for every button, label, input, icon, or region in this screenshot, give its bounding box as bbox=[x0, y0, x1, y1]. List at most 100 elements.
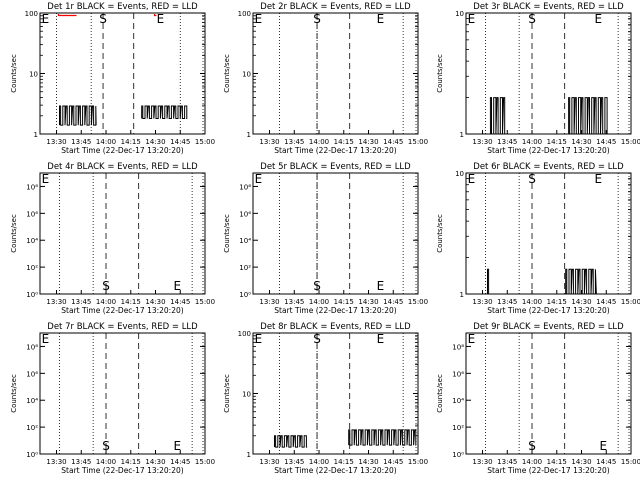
end-marker-label: E bbox=[595, 172, 603, 186]
x-tick-label: 14:45 bbox=[596, 458, 616, 466]
x-tick-label: 15:00 bbox=[195, 298, 215, 306]
x-tick-label: 14:00 bbox=[309, 138, 329, 146]
x-tick-label: 14:45 bbox=[170, 298, 190, 306]
x-tick-label: 14:15 bbox=[334, 298, 354, 306]
y-axis-label: Counts/sec bbox=[223, 54, 231, 93]
y-axis-label: Counts/sec bbox=[436, 214, 444, 253]
x-tick-label: 15:00 bbox=[408, 138, 428, 146]
end-marker-label: E bbox=[377, 332, 385, 346]
x-axis-label: Start Time (22-Dec-17 13:20:20) bbox=[487, 306, 609, 315]
y-axis-label: Counts/sec bbox=[10, 214, 18, 253]
begin-marker-label: E bbox=[255, 12, 263, 26]
end-marker-label: E bbox=[595, 12, 603, 26]
start-marker-label: S bbox=[99, 12, 107, 26]
y-tick-label: 10⁸ bbox=[239, 183, 251, 191]
x-tick-label: 14:00 bbox=[96, 458, 116, 466]
start-marker-label: S bbox=[102, 279, 110, 293]
x-tick-label: 13:30 bbox=[472, 298, 492, 306]
begin-marker-label: E bbox=[255, 172, 263, 186]
events-series-line bbox=[273, 435, 308, 448]
y-tick-label: 100 bbox=[238, 330, 251, 338]
lld-series-line bbox=[57, 13, 77, 17]
y-axis-label: Counts/sec bbox=[10, 54, 18, 93]
x-tick-label: 14:45 bbox=[170, 458, 190, 466]
events-series-line bbox=[565, 268, 597, 295]
y-tick-label: 1 bbox=[247, 451, 251, 459]
start-marker-label: S bbox=[313, 279, 321, 293]
x-tick-label: 14:45 bbox=[383, 458, 403, 466]
x-axis-label: Start Time (22-Dec-17 13:20:20) bbox=[274, 146, 396, 155]
end-marker-label: E bbox=[377, 12, 385, 26]
y-tick-label: 1 bbox=[247, 131, 251, 139]
x-tick-label: 14:45 bbox=[383, 138, 403, 146]
x-tick-label: 15:00 bbox=[621, 458, 640, 466]
y-tick-label: 10⁸ bbox=[26, 343, 38, 351]
x-axis-label: Start Time (22-Dec-17 13:20:20) bbox=[274, 466, 396, 475]
x-tick-label: 14:30 bbox=[358, 458, 378, 466]
x-tick-label: 15:00 bbox=[621, 298, 640, 306]
begin-marker-label: E bbox=[42, 332, 50, 346]
x-tick-label: 14:30 bbox=[358, 298, 378, 306]
end-marker-label: E bbox=[173, 439, 181, 453]
x-tick-label: 14:30 bbox=[571, 458, 591, 466]
events-series-line bbox=[348, 429, 417, 446]
y-tick-label: 10 bbox=[242, 71, 251, 79]
x-tick-label: 14:15 bbox=[121, 138, 141, 146]
x-tick-label: 14:30 bbox=[145, 138, 165, 146]
x-tick-label: 14:00 bbox=[522, 298, 542, 306]
y-tick-label: 10⁰ bbox=[452, 451, 464, 459]
x-tick-label: 14:00 bbox=[96, 298, 116, 306]
x-tick-label: 13:30 bbox=[46, 138, 66, 146]
x-tick-label: 14:45 bbox=[170, 138, 190, 146]
start-marker-label: S bbox=[528, 172, 536, 186]
y-tick-label: 100 bbox=[238, 10, 251, 18]
y-tick-label: 10 bbox=[455, 170, 464, 178]
y-tick-label: 10² bbox=[26, 264, 38, 272]
end-marker-label: E bbox=[157, 12, 165, 26]
y-tick-label: 10⁶ bbox=[239, 210, 251, 218]
plot-frame bbox=[465, 12, 632, 135]
y-axis-label: Counts/sec bbox=[223, 214, 231, 253]
events-series-line bbox=[58, 105, 97, 126]
panel-title: Det 5r BLACK = Events, RED = LLD bbox=[260, 162, 411, 172]
x-axis-label: Start Time (22-Dec-17 13:20:20) bbox=[274, 306, 396, 315]
x-tick-label: 15:00 bbox=[195, 138, 215, 146]
begin-marker-label: E bbox=[468, 172, 476, 186]
y-tick-label: 10⁴ bbox=[239, 237, 251, 245]
x-tick-label: 13:45 bbox=[284, 298, 304, 306]
y-tick-label: 10⁰ bbox=[26, 451, 38, 459]
x-tick-label: 14:30 bbox=[358, 138, 378, 146]
x-tick-label: 13:45 bbox=[497, 298, 517, 306]
panel-title: Det 3r BLACK = Events, RED = LLD bbox=[473, 2, 624, 12]
x-tick-label: 15:00 bbox=[195, 458, 215, 466]
x-tick-label: 15:00 bbox=[621, 138, 640, 146]
y-tick-label: 10⁴ bbox=[26, 397, 38, 405]
y-tick-label: 1 bbox=[34, 131, 38, 139]
panel-title: Det 8r BLACK = Events, RED = LLD bbox=[260, 322, 411, 332]
end-marker-label: E bbox=[377, 279, 385, 293]
x-tick-label: 13:30 bbox=[472, 138, 492, 146]
x-tick-label: 14:00 bbox=[96, 138, 116, 146]
x-tick-label: 14:30 bbox=[145, 458, 165, 466]
x-tick-label: 14:00 bbox=[522, 138, 542, 146]
plot-frame bbox=[39, 172, 206, 295]
y-tick-label: 10² bbox=[239, 264, 251, 272]
x-tick-label: 14:30 bbox=[571, 138, 591, 146]
events-series-line bbox=[141, 105, 188, 120]
y-tick-label: 10 bbox=[29, 71, 38, 79]
x-axis-label: Start Time (22-Dec-17 13:20:20) bbox=[487, 466, 609, 475]
y-tick-label: 10⁴ bbox=[452, 397, 464, 405]
x-tick-label: 13:45 bbox=[497, 138, 517, 146]
x-tick-label: 13:30 bbox=[46, 298, 66, 306]
lld-series-line bbox=[153, 13, 157, 17]
panel-title: Det 9r BLACK = Events, RED = LLD bbox=[473, 322, 624, 332]
y-tick-label: 10⁶ bbox=[26, 210, 38, 218]
panel-title: Det 1r BLACK = Events, RED = LLD bbox=[47, 2, 198, 12]
y-tick-label: 10 bbox=[242, 391, 251, 399]
y-tick-label: 10² bbox=[26, 424, 38, 432]
